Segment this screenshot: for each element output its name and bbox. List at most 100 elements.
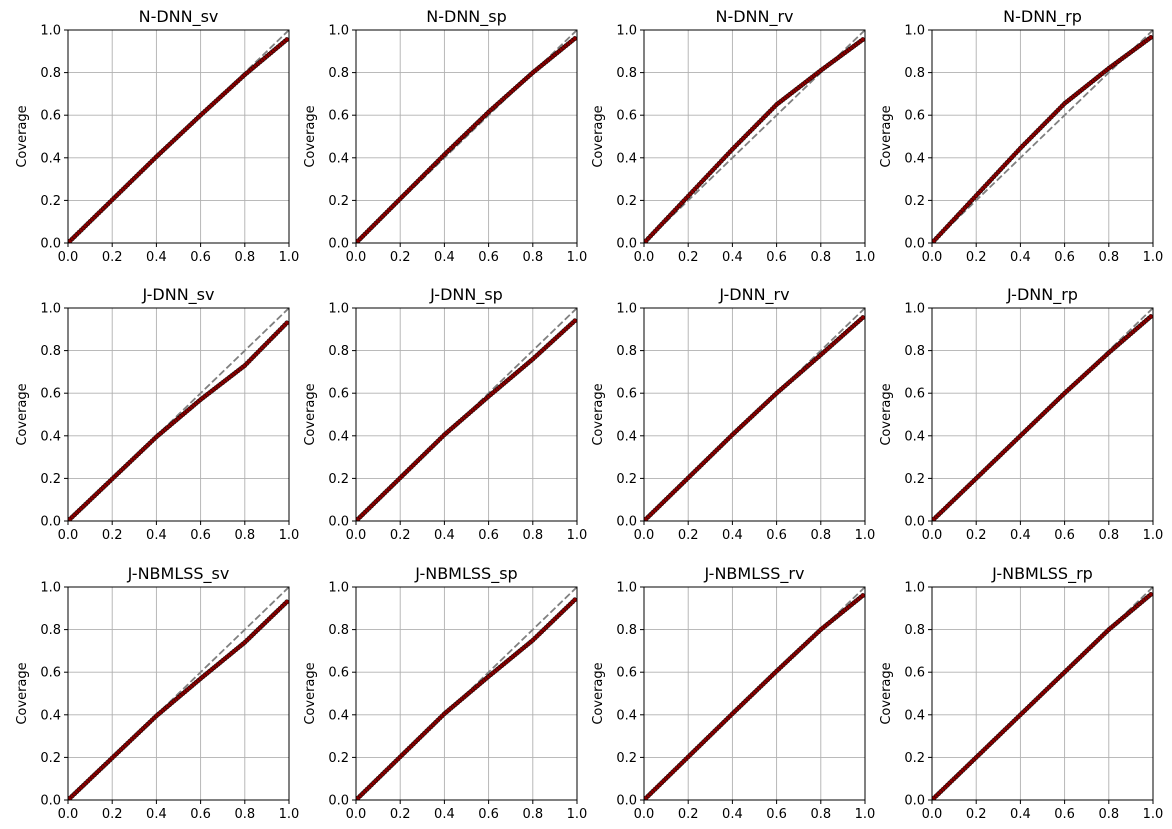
y-axis-label: Coverage <box>879 105 894 167</box>
x-tick-label: 0.6 <box>190 807 211 822</box>
x-tick-label: 0.8 <box>1098 807 1119 822</box>
x-tick-label: 0.0 <box>634 807 655 822</box>
y-axis-label: Coverage <box>591 662 606 724</box>
coverage-point <box>572 36 577 41</box>
x-tick-label: 0.2 <box>966 250 987 265</box>
subplot-n-dnn-sv: 0.0 0.2 0.4 0.6 0.8 1.0 0.0 0.2 0.4 0.6 0.8 1.0 N-DN… <box>15 7 299 265</box>
x-tick-label: 0.0 <box>346 250 367 265</box>
x-tick-label: 1.0 <box>279 807 300 822</box>
x-tick-label: 0.4 <box>434 807 455 822</box>
y-tick-label: 0.2 <box>328 472 349 487</box>
subplot-title: N-DNN_sv <box>139 7 219 27</box>
axes-frame <box>67 307 290 522</box>
x-tick-label: 0.4 <box>146 807 167 822</box>
y-axis-label: Coverage <box>15 105 30 167</box>
y-tick-label: 0.0 <box>616 237 637 252</box>
x-tick-label: 0.6 <box>766 250 787 265</box>
x-tick-label: 0.8 <box>1098 528 1119 543</box>
y-tick-label: 0.4 <box>904 151 925 166</box>
x-tick-label: 0.8 <box>810 807 831 822</box>
x-tick-label: 0.8 <box>234 528 255 543</box>
plot-area <box>932 308 1153 521</box>
plot-area <box>68 587 289 800</box>
y-tick-label: 0.2 <box>616 751 637 766</box>
y-tick-label: 0.0 <box>328 237 349 252</box>
y-tick-label: 0.6 <box>328 109 349 124</box>
y-tick-label: 1.0 <box>904 24 925 39</box>
plot-area <box>644 30 865 243</box>
x-tick-label: 0.6 <box>1054 528 1075 543</box>
y-tick-label: 1.0 <box>616 581 637 596</box>
y-tick-label: 1.0 <box>328 24 349 39</box>
y-tick-label: 0.2 <box>904 751 925 766</box>
coverage-point <box>284 599 289 605</box>
y-axis-label: Coverage <box>303 662 318 724</box>
x-tick-label: 0.8 <box>522 528 543 543</box>
y-tick-label: 0.6 <box>616 109 637 124</box>
subplot-title: N-DNN_sp <box>426 7 507 27</box>
y-axis-label: Coverage <box>303 105 318 167</box>
y-tick-label: 0.6 <box>616 666 637 681</box>
y-tick-label: 0.2 <box>40 472 61 487</box>
subplot-j-dnn-rp: 0.0 0.2 0.4 0.6 0.8 1.0 0.0 0.2 0.4 0.6 0.8 1.0 J-DN… <box>879 285 1163 543</box>
x-tick-label: 0.8 <box>810 528 831 543</box>
y-tick-label: 0.8 <box>40 66 61 81</box>
y-axis-label: Coverage <box>879 662 894 724</box>
y-tick-label: 0.8 <box>616 344 637 359</box>
y-tick-label: 0.0 <box>616 515 637 530</box>
subplot-title: J-DNN_sp <box>429 285 503 305</box>
x-tick-label: 1.0 <box>855 807 876 822</box>
axes-frame <box>931 29 1154 244</box>
x-tick-label: 0.2 <box>102 807 123 822</box>
subplot-title: J-DNN_sv <box>142 285 215 305</box>
x-tick-label: 0.2 <box>678 807 699 822</box>
subplot-n-dnn-rv: 0.0 0.2 0.4 0.6 0.8 1.0 0.0 0.2 0.4 0.6 0.8 1.0 N-DN… <box>591 7 875 265</box>
y-tick-label: 0.4 <box>616 151 637 166</box>
y-tick-label: 0.6 <box>904 666 925 681</box>
coverage-line <box>933 36 1152 242</box>
axes-frame <box>931 586 1154 801</box>
coverage-point <box>1148 314 1153 319</box>
x-tick-label: 0.6 <box>190 528 211 543</box>
x-tick-label: 0.0 <box>58 250 79 265</box>
x-tick-label: 0.4 <box>146 250 167 265</box>
x-tick-label: 0.0 <box>58 807 79 822</box>
subplot-j-nbmlss-rv: 0.0 0.2 0.4 0.6 0.8 1.0 0.0 0.2 0.4 0.6 0.8 1.0 J-NB… <box>591 564 875 822</box>
coverage-point <box>284 37 289 43</box>
x-tick-label: 0.0 <box>922 807 943 822</box>
subplot-title: J-NBMLSS_sv <box>127 564 230 584</box>
y-axis-label: Coverage <box>591 383 606 445</box>
y-tick-label: 0.6 <box>328 387 349 402</box>
x-tick-label: 0.2 <box>678 528 699 543</box>
y-tick-label: 0.8 <box>40 344 61 359</box>
y-tick-label: 0.4 <box>328 708 349 723</box>
x-tick-label: 1.0 <box>567 528 588 543</box>
y-tick-label: 0.8 <box>328 344 349 359</box>
axes-frame <box>67 586 290 801</box>
y-tick-label: 1.0 <box>904 581 925 596</box>
y-tick-label: 0.8 <box>904 344 925 359</box>
x-tick-label: 0.6 <box>766 528 787 543</box>
x-tick-label: 1.0 <box>1143 528 1164 543</box>
plot-area <box>356 308 577 521</box>
coverage-line <box>645 39 864 242</box>
coverage-point <box>1148 35 1153 40</box>
subplot-title: N-DNN_rv <box>715 7 793 27</box>
y-tick-label: 0.2 <box>328 751 349 766</box>
x-tick-label: 1.0 <box>567 250 588 265</box>
y-tick-label: 0.0 <box>40 515 61 530</box>
x-tick-label: 0.4 <box>1010 250 1031 265</box>
x-tick-label: 0.0 <box>922 250 943 265</box>
y-tick-label: 1.0 <box>40 581 61 596</box>
y-tick-label: 0.4 <box>904 429 925 444</box>
x-tick-label: 0.4 <box>1010 528 1031 543</box>
x-tick-label: 1.0 <box>279 250 300 265</box>
y-axis-label: Coverage <box>15 662 30 724</box>
x-tick-label: 0.4 <box>146 528 167 543</box>
y-tick-label: 0.6 <box>904 109 925 124</box>
y-tick-label: 0.0 <box>328 794 349 809</box>
plot-area <box>356 30 577 243</box>
subplot-title: J-DNN_rv <box>718 285 789 305</box>
y-tick-label: 0.0 <box>616 794 637 809</box>
y-tick-label: 0.0 <box>40 237 61 252</box>
